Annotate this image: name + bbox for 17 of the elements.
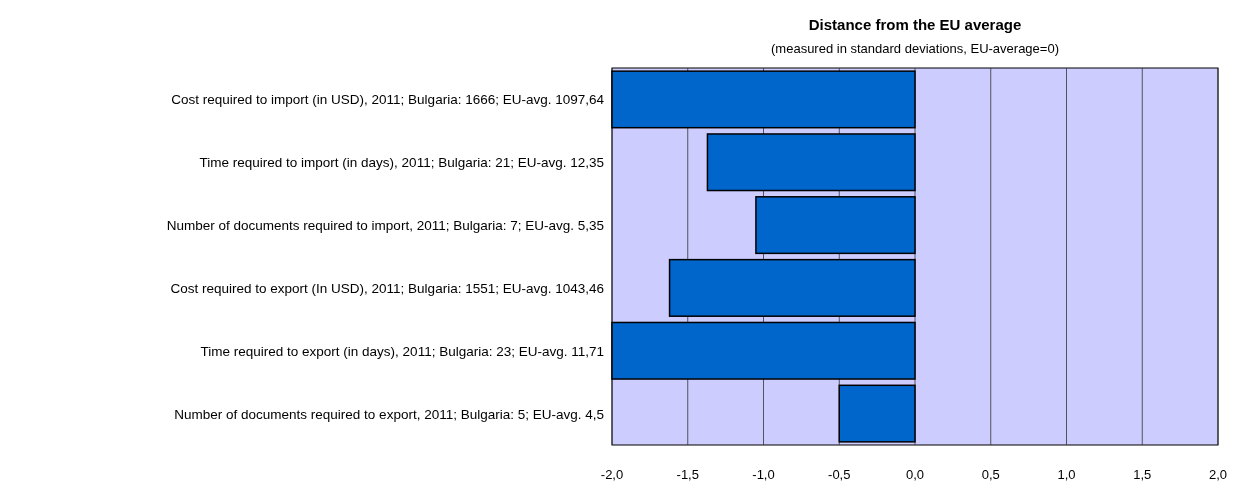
- y-tick-label: Cost required to import (in USD), 2011; Bulgaria: 1666; EU-avg. 1097,64: [171, 92, 605, 108]
- x-tick-label: 1,5: [1133, 467, 1152, 482]
- y-tick-label: Time required to export (in days), 2011; Bulgaria: 23; EU-avg. 11,71: [200, 343, 604, 359]
- x-tick-label: 2,0: [1208, 467, 1228, 482]
- x-tick-label: -0,5: [828, 467, 851, 482]
- x-tick-label: -1,5: [676, 467, 699, 482]
- x-tick-label: -2,0: [600, 467, 624, 482]
- x-tick-label: 0,5: [981, 467, 1000, 482]
- y-tick-label: Cost required to export (In USD), 2011; Bulgaria: 1551; EU-avg. 1043,46: [170, 280, 604, 296]
- y-tick-label: Number of documents required to import, 2011; Bulgaria: 7; EU-avg. 5,35: [166, 218, 604, 234]
- y-tick-label: Time required to import (in days), 2011; Bulgaria: 21; EU-avg. 12,35: [199, 155, 604, 171]
- x-tick-label: 1,0: [1057, 467, 1076, 482]
- y-tick-label: Number of documents required to export, 2011; Bulgaria: 5; EU-avg. 4,5: [174, 406, 604, 422]
- x-tick-label: -1,0: [752, 467, 775, 482]
- x-tick-label: 0,0: [905, 467, 925, 482]
- chart-title: Distance from the EU average: [808, 16, 1022, 33]
- chart-subtitle: (measured in standard deviations, EU-average=0): [771, 41, 1059, 56]
